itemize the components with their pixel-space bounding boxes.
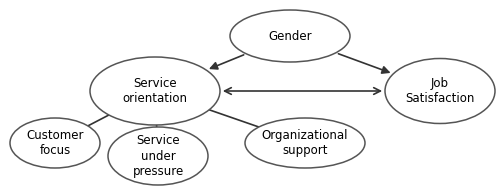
Text: Job
Satisfaction: Job Satisfaction <box>406 77 474 105</box>
Ellipse shape <box>245 118 365 168</box>
Ellipse shape <box>90 57 220 125</box>
Text: Customer
focus: Customer focus <box>26 129 84 157</box>
Text: Organizational
support: Organizational support <box>262 129 348 157</box>
Text: Gender: Gender <box>268 29 312 43</box>
Text: Service
orientation: Service orientation <box>122 77 188 105</box>
Ellipse shape <box>385 58 495 124</box>
Ellipse shape <box>108 127 208 185</box>
Ellipse shape <box>10 118 100 168</box>
Ellipse shape <box>230 10 350 62</box>
Text: Service
under
pressure: Service under pressure <box>132 134 184 177</box>
